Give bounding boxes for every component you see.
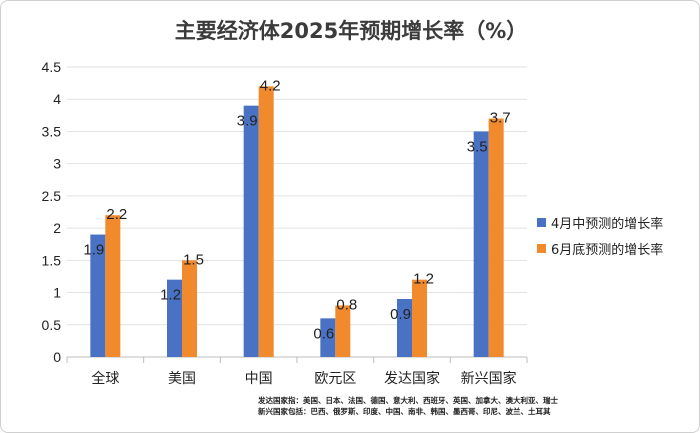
y-tick-label: 4.5	[42, 59, 62, 75]
legend: 4月中预测的增长率 6月底预测的增长率	[537, 213, 663, 265]
bar-april	[320, 318, 336, 357]
x-category-label: 全球	[91, 370, 119, 387]
x-category-label: 欧元区	[314, 371, 356, 387]
data-label: 1.2	[160, 287, 181, 304]
footnote-line-1: 发达国家指：美国、日本、法国、德国、意大利、西班牙、英国、加拿大、澳大利亚、瑞士	[258, 396, 558, 405]
x-category-label: 美国	[168, 371, 196, 387]
legend-swatch-april	[537, 218, 546, 227]
data-label: 2.2	[106, 206, 127, 223]
legend-swatch-june	[537, 244, 546, 253]
y-tick-label: 3	[53, 156, 61, 172]
bar-june	[182, 260, 197, 357]
data-label: 3.9	[237, 113, 258, 130]
legend-label-april: 4月中预测的增长率	[551, 217, 664, 232]
bar-june	[105, 215, 121, 357]
bar-june	[488, 118, 504, 357]
x-category-label: 中国	[245, 371, 273, 387]
footnote-line-2: 新兴国家包括：巴西、俄罗斯、印度、中国、南非、韩国、墨西哥、印尼、波兰、土耳其	[258, 407, 551, 416]
bar-april	[90, 234, 106, 357]
data-label: 0.9	[390, 306, 411, 323]
data-label: 3.7	[490, 110, 511, 127]
legend-item-june: 6月底预测的增长率	[537, 239, 663, 258]
y-tick-label: 2	[53, 220, 61, 236]
chart-title: 主要经济体2025年预期增长率（%）	[174, 19, 528, 43]
data-label: 1.5	[183, 251, 204, 268]
y-tick-label: 4	[53, 91, 61, 107]
data-label: 4.2	[260, 77, 281, 94]
legend-label-june: 6月底预测的增长率	[551, 243, 664, 258]
y-tick-label: 2.5	[42, 188, 62, 204]
data-label: 1.9	[83, 242, 104, 259]
bar-june	[335, 305, 351, 357]
bar-june	[258, 86, 274, 357]
data-label: 3.5	[467, 138, 488, 155]
y-tick-label: 0.5	[42, 317, 62, 333]
bar-april	[473, 131, 489, 357]
footnote: 发达国家指：美国、日本、法国、德国、意大利、西班牙、英国、加拿大、澳大利亚、瑞士…	[258, 395, 558, 417]
data-label: 0.8	[336, 296, 357, 313]
bar-april	[243, 105, 259, 358]
x-category-label: 新兴国家	[461, 370, 517, 387]
bar-april	[167, 279, 182, 357]
data-label: 1.2	[413, 271, 434, 288]
y-tick-label: 3.5	[42, 123, 62, 139]
data-label: 0.6	[313, 325, 334, 342]
y-tick-label: 1.5	[42, 252, 62, 268]
y-tick-label: 1	[53, 285, 61, 301]
bar-april	[397, 299, 412, 357]
y-tick-label: 0	[53, 349, 61, 365]
x-category-label: 发达国家	[384, 370, 440, 387]
bar-june	[412, 279, 427, 357]
legend-item-april: 4月中预测的增长率	[537, 213, 663, 232]
